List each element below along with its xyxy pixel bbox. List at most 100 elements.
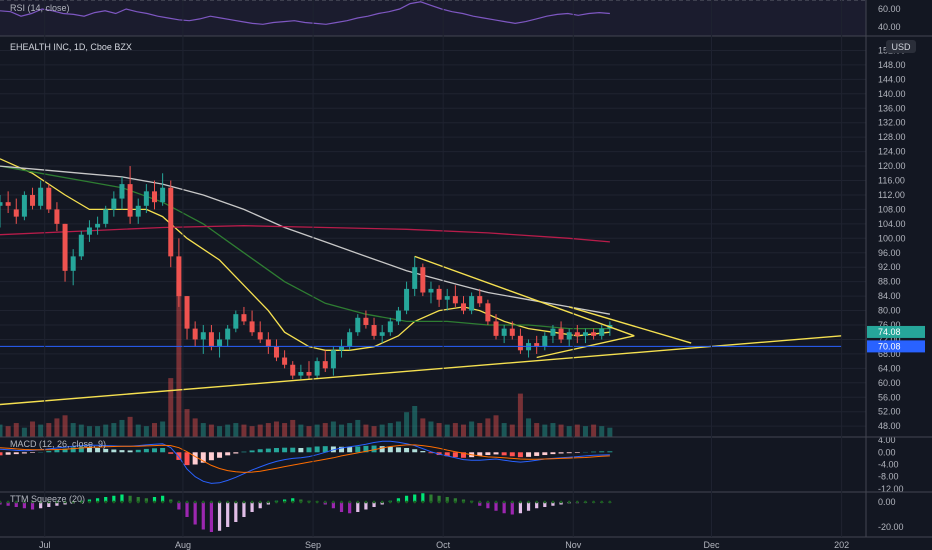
volume-bar [62, 415, 68, 437]
candle-body [550, 328, 556, 336]
squeeze-dot [502, 500, 506, 504]
squeeze-momentum-bar [185, 502, 189, 517]
squeeze-dot [71, 500, 75, 504]
squeeze-dot [14, 500, 18, 504]
volume-bar [477, 423, 483, 437]
volume-bar [233, 423, 239, 437]
squeeze-dot [218, 500, 221, 504]
macd-title[interactable]: MACD (12, 26, close, 9) [10, 439, 106, 449]
volume-bar [192, 418, 198, 437]
candle-body [290, 364, 296, 376]
macd-histogram-bar [30, 452, 36, 453]
macd-histogram-bar [143, 448, 149, 453]
squeeze-momentum-bar [331, 502, 335, 509]
squeeze-momentum-bar [413, 494, 417, 502]
squeeze-dot [201, 500, 205, 504]
squeeze-dot [575, 500, 579, 504]
squeeze-dot [120, 500, 124, 504]
squeeze-momentum-bar [404, 495, 409, 502]
ema-yellow-line [0, 158, 610, 351]
squeeze-dot [535, 500, 539, 504]
macd-histogram-bar [371, 445, 377, 453]
macd-histogram-bar [217, 452, 223, 458]
squeeze-momentum-bar [234, 502, 238, 522]
volume-bar [395, 421, 401, 437]
squeeze-momentum-bar [152, 497, 157, 502]
rsi-pane: 60.00 40.00 [0, 0, 901, 37]
price-axis-tick: 76.00 [878, 320, 901, 330]
candle-body [95, 223, 101, 228]
volume-bar [200, 423, 206, 437]
squeeze-dot [315, 500, 319, 504]
macd-histogram-bar [485, 452, 491, 456]
squeeze-dot [55, 500, 59, 504]
squeeze-dot [323, 500, 327, 504]
macd-histogram-bar [558, 452, 564, 454]
volume-bar [517, 393, 523, 437]
symbol-title[interactable]: EHEALTH INC, 1D, Cboe BZX [10, 42, 132, 52]
candle-body [241, 314, 247, 322]
currency-button[interactable] [886, 40, 916, 53]
candle-body [355, 317, 361, 333]
volume-bar [550, 423, 556, 437]
macd-histogram-bar [444, 452, 450, 457]
rsi-title[interactable]: RSI (14, close) [10, 3, 70, 13]
macd-histogram-bar [395, 447, 401, 453]
squeeze-dot [397, 500, 400, 504]
squeeze-dot [519, 500, 522, 504]
price-pane: 152.00148.00144.00140.00136.00132.00128.… [0, 45, 925, 437]
volume-bar [526, 418, 532, 437]
macd-histogram-bar [0, 452, 3, 456]
squeeze-dot [177, 500, 181, 504]
squeeze-dot [169, 500, 173, 504]
time-axis-label: Oct [436, 540, 451, 550]
squeeze-momentum-bar [356, 502, 360, 512]
macd-histogram-bar [379, 446, 385, 453]
squeeze-momentum-bar [47, 502, 51, 507]
price-axis-tick: 140.00 [878, 89, 906, 99]
candle-body [265, 339, 271, 347]
macd-histogram-bar [70, 447, 76, 453]
macd-histogram-bar [322, 446, 328, 453]
macd-histogram-bar [477, 452, 483, 456]
macd-histogram-bar [265, 448, 271, 453]
candle-body [38, 187, 44, 206]
candle-body [566, 332, 572, 340]
squeeze-momentum-bar [112, 495, 116, 502]
squeeze-dot [592, 500, 595, 504]
volume-bar [355, 419, 361, 437]
candle-body [0, 202, 3, 206]
macd-histogram-bar [127, 450, 133, 453]
candle-body [135, 205, 141, 217]
candle-body [371, 325, 377, 336]
squeeze-dot [462, 500, 465, 504]
squeeze-momentum-bar [0, 502, 2, 505]
volume-bar [591, 424, 597, 437]
rsi-band [0, 0, 866, 36]
squeeze-momentum-bar [136, 497, 140, 502]
squeeze-momentum-bar [453, 498, 457, 502]
macd-histogram-bar [257, 449, 263, 453]
volume-bar [460, 424, 466, 437]
volume-bar [582, 426, 588, 437]
squeeze-dot [210, 500, 213, 504]
candle-body [420, 267, 426, 293]
candle-body [404, 288, 410, 311]
volume-bar [78, 424, 84, 437]
squeeze-dot [193, 500, 197, 504]
candle-body [62, 223, 68, 271]
candle-body [428, 288, 434, 293]
ttm-squeeze-title[interactable]: TTM Squeeze (20) [10, 494, 85, 504]
macd-pane: 4.00 0.00 -4.00 -8.00 -12.00 [0, 435, 904, 494]
macd-histogram-bar [452, 452, 458, 458]
candle-body [460, 303, 466, 311]
candle-body [111, 198, 117, 210]
candle-body [501, 328, 507, 336]
volume-bar [249, 426, 255, 437]
volume-bar [452, 423, 458, 437]
candle-body [13, 209, 19, 217]
candle-body [452, 296, 458, 304]
volume-bar [574, 424, 580, 437]
